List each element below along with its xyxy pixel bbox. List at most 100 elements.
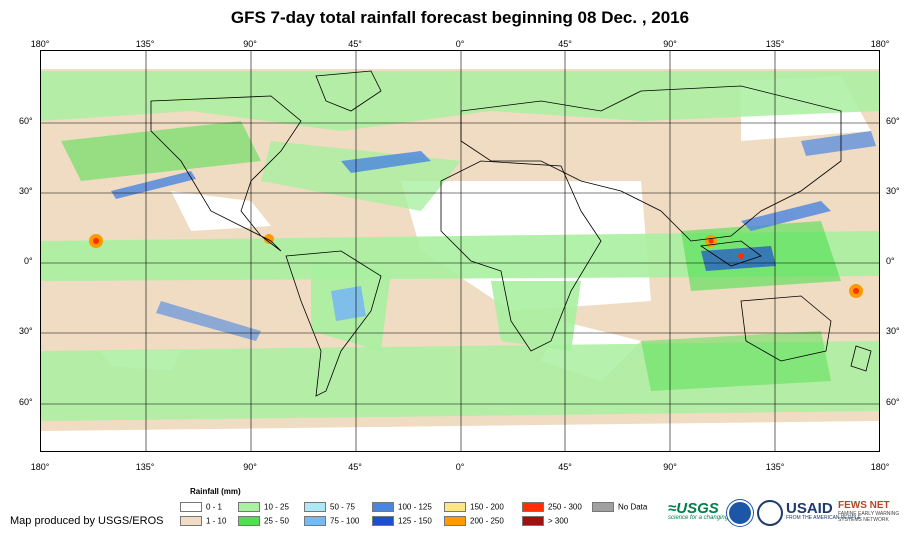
legend-item: > 300 [522, 516, 568, 527]
lon-label: 90° [663, 462, 677, 472]
north-pacific-rain [61, 121, 261, 181]
coastlines [150, 70, 872, 397]
legend-label: 75 - 100 [330, 516, 360, 526]
legend-label: No Data [618, 502, 648, 512]
lon-label: 90° [663, 39, 677, 49]
borneo-hotspot [738, 253, 744, 259]
legend-label: 125 - 150 [398, 516, 432, 526]
itcz-band [41, 231, 879, 281]
lat-label: 30° [886, 326, 900, 336]
lon-label: 135° [765, 462, 785, 472]
legend-item: 10 - 25 [238, 502, 289, 513]
fews-net-logo-text: FEWS NET [838, 500, 890, 511]
legend-swatch [180, 516, 202, 526]
fews-net-tagline: FAMINE EARLY WARNING SYSTEMS NETWORK [838, 511, 900, 523]
map-title: GFS 7-day total rainfall forecast beginn… [230, 8, 690, 27]
legend-swatch [522, 502, 544, 512]
indonesia-heavy-rain [701, 246, 776, 271]
lon-label: 135° [135, 39, 155, 49]
legend-swatch [522, 516, 544, 526]
north-america-outline [150, 95, 302, 252]
lat-label: 60° [886, 116, 900, 126]
lon-label: 180° [30, 462, 50, 472]
lat-label: 0° [24, 256, 33, 266]
lon-label: 135° [765, 39, 785, 49]
legend-swatch [304, 516, 326, 526]
lon-label: 135° [135, 462, 155, 472]
noaa-logo-icon [727, 500, 753, 526]
subtropical-dry-patch [171, 191, 271, 231]
hawaii-core [93, 238, 99, 244]
legend-item: 75 - 100 [304, 516, 359, 527]
legend-item: 100 - 125 [372, 502, 432, 513]
legend-swatch [444, 502, 466, 512]
lon-label: 180° [30, 39, 50, 49]
lon-label: 180° [870, 462, 890, 472]
legend-item: 1 - 10 [180, 516, 226, 527]
northwest-pacific-heavy-rain [801, 131, 876, 156]
lon-label: 90° [243, 39, 257, 49]
philippines-core [708, 238, 714, 244]
fiji-core [853, 288, 859, 294]
lat-label: 60° [886, 397, 900, 407]
southern-indian-ocean-rain [641, 331, 831, 391]
antarctic-dry-band [41, 421, 879, 451]
lat-label: 60° [19, 116, 33, 126]
legend-label: 1 - 10 [206, 516, 227, 526]
lon-label: 0° [455, 462, 465, 472]
legend-title: Rainfall (mm) [190, 487, 241, 496]
usaid-tagline: FROM THE AMERICAN PEOPLE [786, 515, 861, 521]
legend-label: 10 - 25 [264, 502, 289, 512]
lat-label: 60° [19, 397, 33, 407]
legend-swatch [304, 502, 326, 512]
legend-label: 0 - 1 [206, 502, 223, 512]
usaid-logo: USAID FROM THE AMERICAN PEOPLE [786, 500, 861, 521]
lon-label: 45° [558, 462, 572, 472]
map-credit: Map produced by USGS/EROS [10, 515, 164, 527]
legend-swatch [372, 516, 394, 526]
legend-item: 200 - 250 [444, 516, 504, 527]
south-america-outline [285, 250, 382, 397]
lon-label: 45° [348, 39, 362, 49]
lon-label: 180° [870, 39, 890, 49]
legend-swatch [180, 502, 202, 512]
australia-outline [740, 295, 832, 362]
legend-label: 150 - 200 [470, 502, 504, 512]
africa-outline [440, 160, 602, 352]
legend-label: 50 - 75 [330, 502, 355, 512]
lat-label: 30° [886, 186, 900, 196]
legend-item: 50 - 75 [304, 502, 355, 513]
maritime-continent-outline [699, 240, 762, 267]
southern-africa-rain [491, 281, 581, 351]
legend-item: No Data [592, 502, 647, 513]
new-zealand-outline [850, 345, 872, 372]
legend-item: 25 - 50 [238, 516, 289, 527]
northern-storm-track [41, 71, 879, 131]
legend-swatch [238, 516, 260, 526]
legend-item: 0 - 1 [180, 502, 222, 513]
graticule [41, 51, 879, 451]
lat-label: 0° [886, 256, 895, 266]
rainfall-map [40, 50, 880, 452]
fews-net-logo: FEWS NET FAMINE EARLY WARNING SYSTEMS NE… [838, 500, 920, 523]
rainfall-bands [41, 51, 879, 451]
pacific-heavy-rain [111, 171, 196, 199]
lat-label: 30° [19, 186, 33, 196]
lat-label: 30° [19, 326, 33, 336]
greenland-outline [315, 70, 382, 112]
legend-item: 150 - 200 [444, 502, 504, 513]
atlantic-heavy-rain [341, 151, 431, 173]
lon-label: 90° [243, 462, 257, 472]
west-pacific-heavy-rain [741, 201, 831, 231]
legend-item: 125 - 150 [372, 516, 432, 527]
usgs-logo-text: ≈USGS [668, 500, 719, 517]
arctic-dry-band [41, 51, 879, 69]
usaid-logo-text: USAID [786, 500, 833, 517]
legend-label: 25 - 50 [264, 516, 289, 526]
amazon-heavy-rain [331, 286, 366, 321]
eurasia-outline [460, 85, 842, 242]
legend-label: 100 - 125 [398, 502, 432, 512]
usgs-tagline: science for a changing world [668, 515, 745, 521]
rainfall-map-svg [41, 51, 879, 451]
usaid-seal-icon [757, 500, 783, 526]
